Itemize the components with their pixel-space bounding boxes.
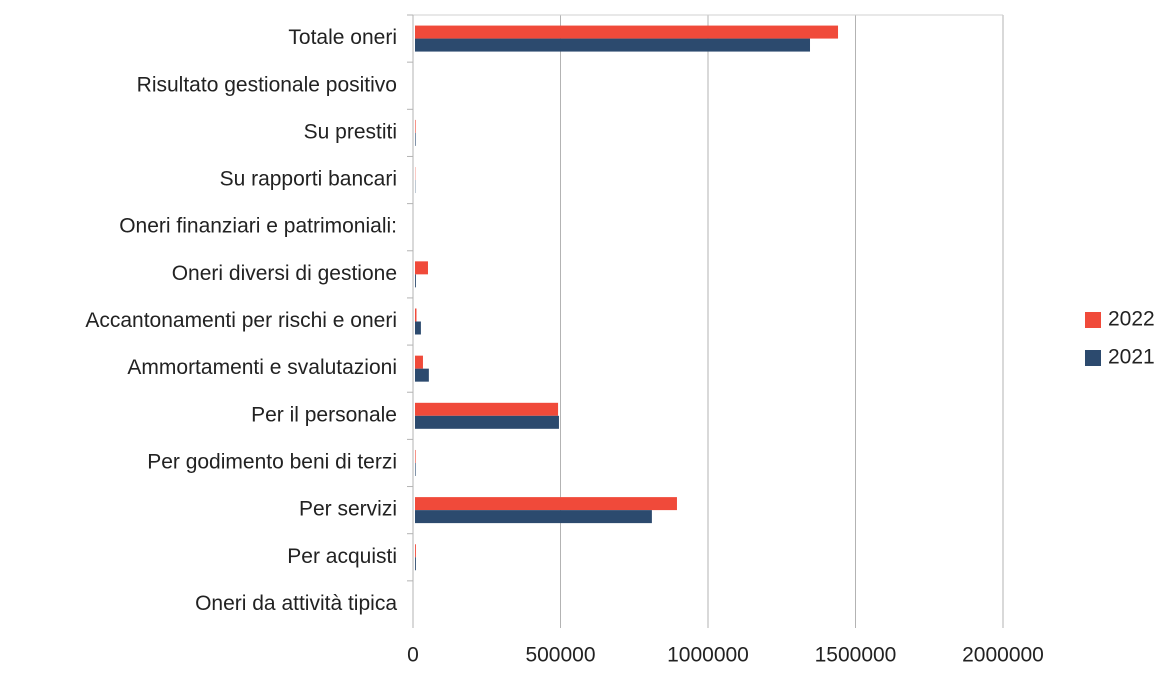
y-tick-label: Oneri da attività tipica xyxy=(195,592,397,615)
y-tick-label: Risultato gestionale positivo xyxy=(137,73,397,96)
bar xyxy=(415,356,423,369)
y-tick-label: Totale oneri xyxy=(288,26,397,49)
legend-swatch xyxy=(1085,312,1101,328)
x-tick-label: 500000 xyxy=(525,644,595,667)
bar xyxy=(415,450,416,463)
bar xyxy=(415,463,416,476)
x-tick-label: 1000000 xyxy=(667,644,749,667)
bar xyxy=(415,39,810,52)
x-tick-label: 1500000 xyxy=(815,644,897,667)
bar xyxy=(415,309,416,322)
x-tick-label: 0 xyxy=(407,644,419,667)
legend-swatch xyxy=(1085,350,1101,366)
y-tick-label: Oneri diversi di gestione xyxy=(172,262,397,285)
bar xyxy=(415,274,416,287)
bar xyxy=(415,120,416,133)
bar xyxy=(415,133,416,146)
y-tick-label: Su prestiti xyxy=(304,120,397,143)
bar xyxy=(415,322,421,335)
bar xyxy=(415,369,429,382)
bar xyxy=(415,497,677,510)
y-tick-label: Per godimento beni di terzi xyxy=(147,451,397,474)
y-tick-label: Ammortamenti e svalutazioni xyxy=(127,356,397,379)
bar xyxy=(415,403,558,416)
bar xyxy=(415,261,428,274)
y-tick-label: Accantonamenti per rischi e oneri xyxy=(85,309,397,332)
y-tick-label: Su rapporti bancari xyxy=(220,168,397,191)
y-tick-label: Per servizi xyxy=(299,498,397,521)
legend-label: 2021 xyxy=(1108,346,1155,369)
legend-label: 2022 xyxy=(1108,308,1155,331)
bar xyxy=(415,544,416,557)
y-tick-label: Per acquisti xyxy=(287,545,397,568)
bar xyxy=(415,416,559,429)
bar xyxy=(415,510,652,523)
bar xyxy=(415,557,416,570)
y-tick-label: Per il personale xyxy=(251,403,397,426)
y-tick-label: Oneri finanziari e patrimoniali: xyxy=(119,215,397,238)
x-tick-label: 2000000 xyxy=(962,644,1044,667)
bar xyxy=(415,26,838,39)
